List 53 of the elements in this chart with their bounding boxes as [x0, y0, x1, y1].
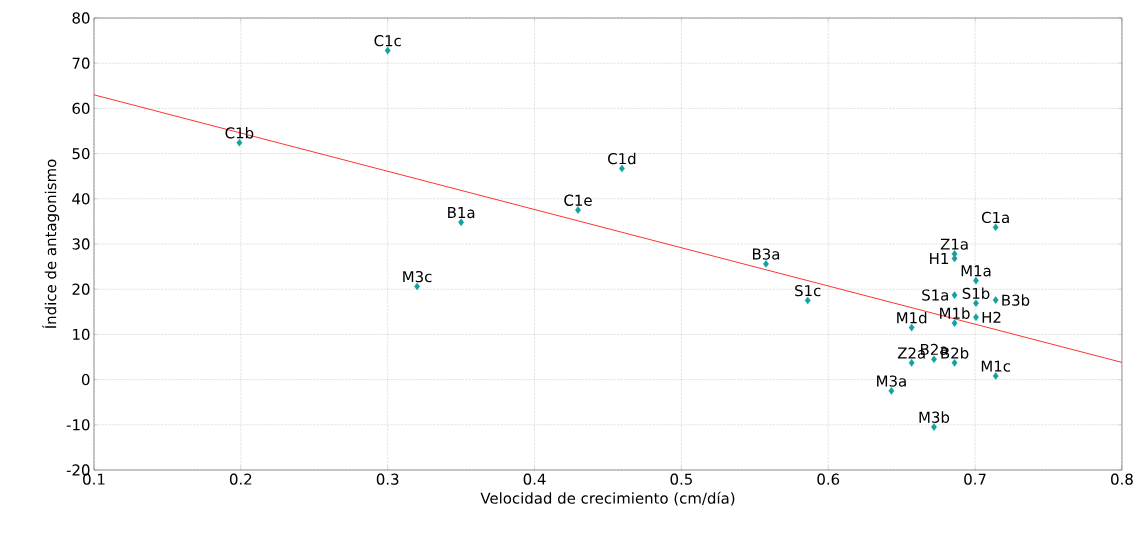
annotation: H2 — [982, 311, 1001, 323]
annotation: S1b — [962, 287, 990, 300]
point — [458, 218, 465, 227]
annotation: M3a — [877, 375, 906, 387]
point — [992, 296, 999, 304]
x-tick-label: 0.3 — [376, 473, 399, 485]
point — [951, 359, 958, 367]
annotation: M1d — [897, 311, 927, 324]
point — [763, 260, 769, 268]
point — [951, 319, 958, 327]
annotation: M3c — [403, 271, 432, 283]
x-tick-label: 0.6 — [817, 473, 840, 485]
y-tick-label: 70 — [72, 57, 90, 69]
annotation: M1b — [940, 307, 970, 319]
y-tick-label: -10 — [66, 419, 90, 431]
annotation: S1c — [795, 285, 821, 297]
y-axis-title: Índice de antagonismo — [42, 159, 60, 329]
point — [908, 359, 915, 367]
x-axis-title: Velocidad de crecimiento (cm/día) — [480, 491, 735, 506]
annotation: M3b — [919, 411, 950, 423]
annotation: C1d — [608, 152, 636, 165]
point — [575, 206, 581, 214]
x-tick-label: 0.7 — [964, 473, 986, 485]
point — [992, 223, 999, 232]
y-tick-label: 20 — [72, 283, 90, 295]
y-tick-label: 50 — [72, 147, 90, 160]
annotation: H1 — [930, 253, 948, 264]
y-tick-label: 80 — [72, 12, 90, 24]
annotation: C1c — [374, 35, 401, 47]
annotation: M1c — [981, 360, 1011, 372]
point — [888, 387, 895, 395]
annotation: Z1a — [940, 238, 968, 250]
x-tick-label: 0.8 — [1111, 473, 1133, 485]
y-tick-label: 10 — [73, 328, 90, 341]
annotation: B1a — [448, 207, 475, 219]
point — [992, 372, 999, 380]
annotation: C1a — [981, 211, 1009, 224]
annotation: B3a — [753, 248, 780, 260]
point — [951, 254, 958, 263]
x-tick-label: 0.5 — [670, 473, 692, 485]
y-tick-label: 60 — [72, 102, 90, 115]
y-tick-label: 0 — [81, 373, 90, 386]
x-tick-label: 0.2 — [229, 473, 252, 485]
annotation: B3b — [1002, 294, 1030, 306]
y-tick-label: 40 — [72, 193, 90, 205]
annotation: M1a — [961, 265, 991, 277]
point — [951, 291, 958, 299]
point — [973, 299, 979, 307]
annotation: S1a — [922, 289, 949, 301]
y-tick-label: 30 — [72, 238, 90, 250]
x-tick-label: 0.4 — [523, 473, 546, 485]
point — [931, 423, 937, 431]
annotation: C1e — [564, 194, 592, 206]
